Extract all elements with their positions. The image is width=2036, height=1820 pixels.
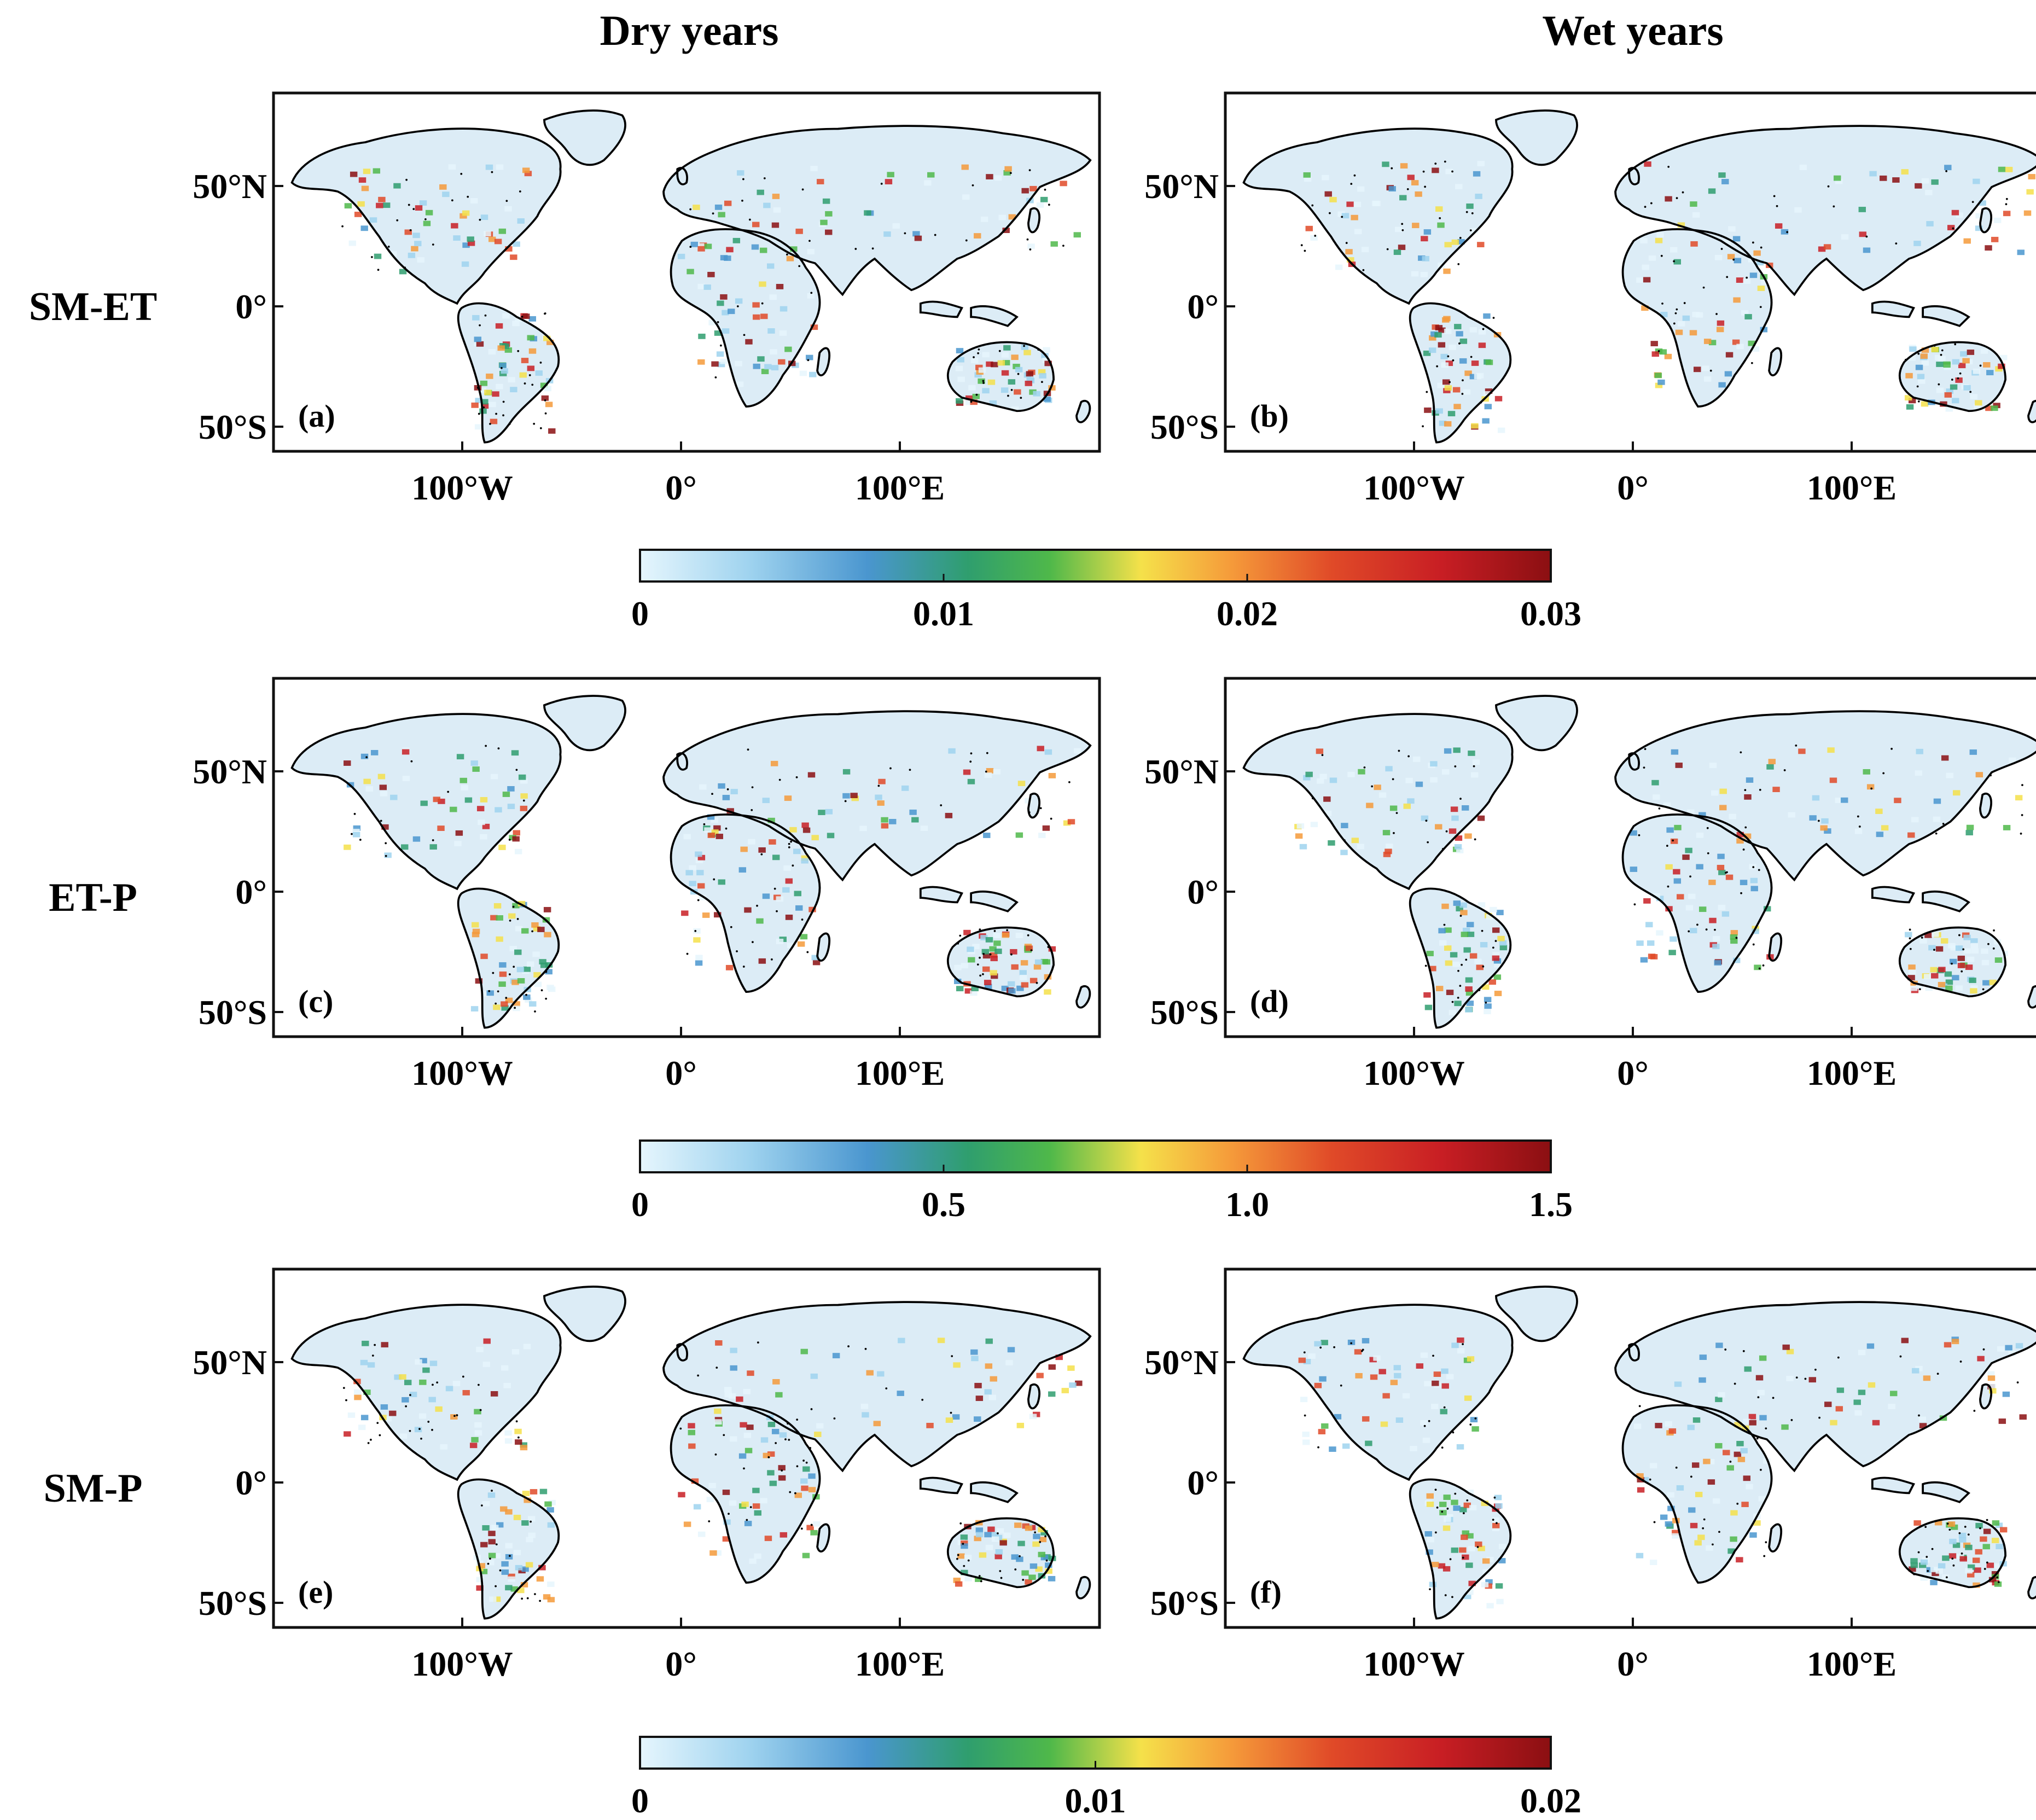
colorbar-tick-label: 1.0	[1225, 1185, 1269, 1224]
lon-tick-label: 100°W	[411, 1644, 513, 1683]
lat-tick-label: 50°N	[193, 167, 267, 206]
lon-tick-label: 0°	[665, 468, 697, 507]
colorbar-tick-label: 0.01	[1065, 1781, 1126, 1820]
lon-tick-label: 0°	[1617, 1054, 1649, 1092]
column-title-wet: Wet years	[1542, 7, 1723, 54]
colorbar-2: 0 0.01 0.02	[631, 1736, 1581, 1820]
lat-tick-label: 50°S	[1150, 993, 1219, 1032]
world-map	[292, 696, 1091, 1028]
lon-tick-label: 100°W	[1363, 1054, 1465, 1092]
world-map	[1244, 696, 2036, 1028]
lat-tick-label: 50°S	[1150, 408, 1219, 446]
colorbars: 0 0.01 0.02 0.03 0 0.5 1.0 1.5 0 0.01 0.02	[631, 549, 1581, 1820]
lon-tick-label: 100°E	[1807, 1644, 1897, 1683]
colorbar-tick-label: 0.01	[913, 594, 974, 633]
colorbar-tick-label: 0.02	[1520, 1781, 1581, 1820]
colorbar-tick-label: 0.03	[1520, 594, 1581, 633]
colorbar-gradient	[639, 1139, 1552, 1173]
colorbar-tick-label: 0	[631, 1185, 649, 1224]
map-panel-a: (a) 50°N 0° 50°S 100°W 0° 100°E	[193, 91, 1101, 507]
lat-tick-label: 50°N	[1144, 752, 1219, 791]
lat-tick-label: 50°N	[193, 1343, 267, 1382]
lat-tick-label: 50°S	[199, 993, 267, 1032]
lon-tick-label: 0°	[1617, 468, 1649, 507]
significance-dots	[351, 745, 1071, 1013]
significance-dots	[1303, 1342, 2019, 1598]
panel-tag: (a)	[298, 398, 335, 434]
lon-tick-label: 0°	[1617, 1644, 1649, 1683]
panel-tag: (e)	[298, 1574, 333, 1610]
colorbar-tick-label: 0	[631, 1781, 649, 1820]
lon-tick-label: 0°	[665, 1644, 697, 1683]
significance-dots	[1300, 160, 2008, 428]
map-panel-d: (d) 50°N 0° 50°S 100°W 0° 100°E	[1144, 677, 2036, 1092]
lat-tick-label: 0°	[1187, 287, 1219, 326]
lon-tick-label: 100°W	[411, 468, 513, 507]
lat-tick-label: 0°	[1187, 873, 1219, 911]
lat-tick-label: 50°N	[1144, 167, 1219, 206]
row-label-sm-p: SM-P	[44, 1466, 143, 1511]
significance-dots	[342, 1341, 1048, 1602]
significance-dots	[1311, 744, 2023, 1004]
map-panel-b: (b) 50°N 0° 50°S 100°W 0° 100°E	[1144, 91, 2036, 507]
colorbar-tick-label: 0	[631, 594, 649, 633]
lat-tick-label: 0°	[235, 873, 267, 911]
lon-tick-label: 100°W	[1363, 468, 1465, 507]
world-map	[1244, 1287, 2036, 1619]
colorbar-0: 0 0.01 0.02 0.03	[631, 549, 1581, 633]
lon-tick-label: 100°W	[411, 1054, 513, 1092]
map-panel-c: (c) 50°N 0° 50°S 100°W 0° 100°E	[193, 677, 1101, 1092]
lat-tick-label: 0°	[235, 287, 267, 326]
world-map	[292, 111, 1091, 443]
colorbar-tick-label: 1.5	[1529, 1185, 1573, 1224]
panel-tag: (c)	[298, 984, 333, 1019]
panel-tag: (d)	[1250, 984, 1289, 1019]
lat-tick-label: 50°N	[1144, 1343, 1219, 1382]
lon-tick-label: 100°E	[855, 468, 945, 507]
lat-tick-label: 0°	[1187, 1463, 1219, 1502]
value-cells	[1294, 747, 2023, 1015]
colorbar-tick-label: 0.5	[922, 1185, 965, 1224]
world-map	[1244, 111, 2036, 443]
lon-tick-label: 100°E	[855, 1644, 945, 1683]
lon-tick-label: 100°E	[855, 1054, 945, 1092]
row-label-et-p: ET-P	[49, 875, 137, 920]
value-cells	[344, 746, 1081, 1011]
lon-tick-label: 100°W	[1363, 1644, 1465, 1683]
lat-tick-label: 50°S	[1150, 1584, 1219, 1623]
map-panel-e: (e) 50°N 0° 50°S 100°W 0° 100°E	[193, 1267, 1101, 1683]
lat-tick-label: 50°S	[199, 408, 267, 446]
lon-tick-label: 100°E	[1807, 468, 1897, 507]
value-cells	[344, 1338, 1083, 1603]
map-panels: (a) 50°N 0° 50°S 100°W 0° 100°E (b) 50°N 0° 50°S 10…	[193, 91, 2036, 1683]
significance-dots	[341, 169, 1064, 429]
colorbar-1: 0 0.5 1.0 1.5	[631, 1139, 1573, 1224]
lat-tick-label: 0°	[235, 1463, 267, 1502]
colorbar-tick-label: 0.02	[1217, 594, 1278, 633]
value-cells	[1303, 161, 2035, 433]
colorbar-gradient	[639, 549, 1552, 583]
panel-tag: (b)	[1250, 398, 1289, 434]
map-panel-f: (f) 50°N 0° 50°S 100°W 0° 100°E	[1144, 1267, 2036, 1683]
lon-tick-label: 100°E	[1807, 1054, 1897, 1092]
column-title-dry: Dry years	[600, 7, 778, 54]
row-label-sm-et: SM-ET	[29, 284, 157, 329]
panel-tag: (f)	[1250, 1574, 1282, 1610]
world-map	[292, 1287, 1091, 1619]
lon-tick-label: 0°	[665, 1054, 697, 1092]
lat-tick-label: 50°S	[199, 1584, 267, 1623]
lat-tick-label: 50°N	[193, 752, 267, 791]
